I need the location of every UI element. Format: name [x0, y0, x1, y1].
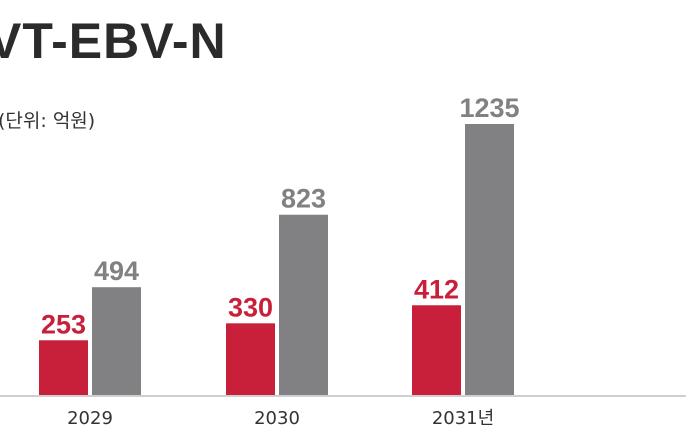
- value-label-2029-series-1: 253: [41, 309, 86, 339]
- bar-2029-series-1: [39, 340, 88, 396]
- bar-2030-series-2: [279, 214, 328, 396]
- value-label-2030-series-1: 330: [228, 292, 273, 322]
- chart-title: VT-EBV-N: [0, 13, 227, 69]
- x-tick-label-2: 2030: [254, 408, 300, 429]
- bar-2031년-series-1: [412, 305, 461, 396]
- value-label-2029-series-2: 494: [94, 256, 139, 286]
- bar-2030-series-1: [226, 323, 275, 396]
- x-tick-labels: 2029 2030 2031년: [67, 408, 494, 429]
- bar-2031년-series-2: [465, 124, 514, 396]
- value-label-2031년-series-2: 1235: [459, 93, 519, 123]
- bars-group: 253 494 330 823 412 1235: [39, 93, 520, 396]
- x-tick-label-3: 2031년: [432, 408, 494, 429]
- x-tick-label-1: 2029: [67, 408, 113, 429]
- unit-label: (단위: 억원): [0, 110, 96, 132]
- value-label-2031년-series-1: 412: [414, 274, 459, 304]
- bar-2029-series-2: [92, 287, 141, 396]
- value-label-2030-series-2: 823: [281, 184, 326, 214]
